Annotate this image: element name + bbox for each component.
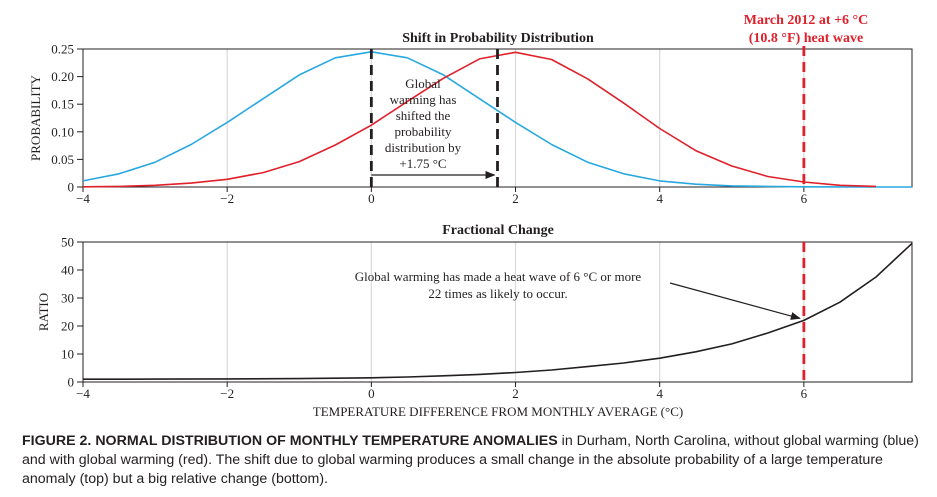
top-y-tick-label: 0.15 <box>51 97 74 112</box>
bottom-chart-title: Fractional Change <box>442 223 554 238</box>
caption-body: in Durham, North Carolina, without globa… <box>22 433 919 487</box>
bottom-y-tick-label: 0 <box>68 375 75 390</box>
top-series-line-0 <box>82 50 912 188</box>
top-x-tick-label: 2 <box>512 191 519 206</box>
top-x-tick-label: 0 <box>368 191 375 206</box>
top-y-tick-label: 0.10 <box>51 124 74 139</box>
shift-text-line-2: warming has <box>390 92 457 107</box>
top-y-tick-label: 0.05 <box>51 152 74 167</box>
top-x-tick-label: 4 <box>656 191 663 206</box>
top-series-line-1 <box>82 51 877 188</box>
caption-heading: FIGURE 2. NORMAL DISTRIBUTION OF MONTHLY… <box>22 433 558 449</box>
ratio-arrow <box>669 282 801 320</box>
figure-caption: FIGURE 2. NORMAL DISTRIBUTION OF MONTHLY… <box>22 432 927 489</box>
heatwave-text-line-1: March 2012 at +6 °C <box>744 13 869 28</box>
bottom-x-tick-label: −4 <box>76 386 90 401</box>
shift-text-line-3: shifted the <box>396 108 451 123</box>
bottom-ticks: −4 −2 0 2 4 6 0 10 20 30 40 50 <box>61 235 808 402</box>
top-y-tick-label: 0 <box>68 180 75 195</box>
top-x-tick-label: −2 <box>220 191 234 206</box>
shift-annotation: Global warming has shifted the probabili… <box>371 76 496 179</box>
bottom-y-tick-label: 50 <box>61 235 74 250</box>
bottom-x-tick-label: 4 <box>656 386 663 401</box>
ratio-panel: −4 −2 0 2 4 6 0 10 20 30 40 50 Fractional Change RA… <box>36 223 913 419</box>
heatwave-annotation: March 2012 at +6 °C (10.8 °F) heat wave <box>744 13 869 46</box>
top-markers <box>369 46 806 187</box>
top-y-tick-label: 0.25 <box>51 42 74 57</box>
top-y-axis-label: PROBABILITY <box>28 74 43 161</box>
bottom-x-tick-label: 2 <box>512 386 519 401</box>
bottom-curves <box>82 242 913 381</box>
bottom-plot-frame <box>82 241 913 383</box>
figure: −4 −2 0 2 4 6 0 0.05 0.10 0.15 0.20 0.25 Shift in P… <box>28 13 913 419</box>
bottom-y-tick-label: 20 <box>61 319 74 334</box>
top-ticks: −4 −2 0 2 4 6 0 0.05 0.10 0.15 0.20 0.25 <box>51 42 807 207</box>
ratio-annotation: Global warming has made a heat wave of 6… <box>355 269 801 320</box>
top-x-tick-label: −4 <box>76 191 90 206</box>
bottom-grid <box>226 242 805 382</box>
bottom-y-axis-label: RATIO <box>36 293 51 331</box>
ratio-text-line-1: Global warming has made a heat wave of 6… <box>355 269 642 284</box>
top-y-tick-label: 0.20 <box>51 69 74 84</box>
probability-panel: −4 −2 0 2 4 6 0 0.05 0.10 0.15 0.20 0.25 Shift in P… <box>28 13 913 207</box>
bottom-y-tick-label: 10 <box>61 347 74 362</box>
heatwave-text-line-2: (10.8 °F) heat wave <box>749 31 863 46</box>
shift-text-line-5: distribution by <box>385 140 462 155</box>
top-chart-title: Shift in Probability Distribution <box>402 31 594 46</box>
bottom-x-tick-label: −2 <box>220 386 234 401</box>
shift-text-line-6: +1.75 °C <box>399 156 446 171</box>
top-curves <box>82 50 912 188</box>
bottom-x-tick-label: 0 <box>368 386 375 401</box>
bottom-x-axis-label: TEMPERATURE DIFFERENCE FROM MONTHLY AVER… <box>313 404 683 419</box>
bottom-y-tick-label: 30 <box>61 291 74 306</box>
bottom-x-tick-label: 6 <box>801 386 808 401</box>
bottom-y-tick-label: 40 <box>61 263 74 278</box>
bottom-series-line-0 <box>82 242 913 381</box>
top-grid <box>226 49 805 187</box>
shift-text-line-4: probability <box>394 124 452 139</box>
ratio-text-line-2: 22 times as likely to occur. <box>428 286 567 301</box>
top-x-tick-label: 6 <box>801 191 808 206</box>
shift-text-line-1: Global <box>405 76 441 91</box>
